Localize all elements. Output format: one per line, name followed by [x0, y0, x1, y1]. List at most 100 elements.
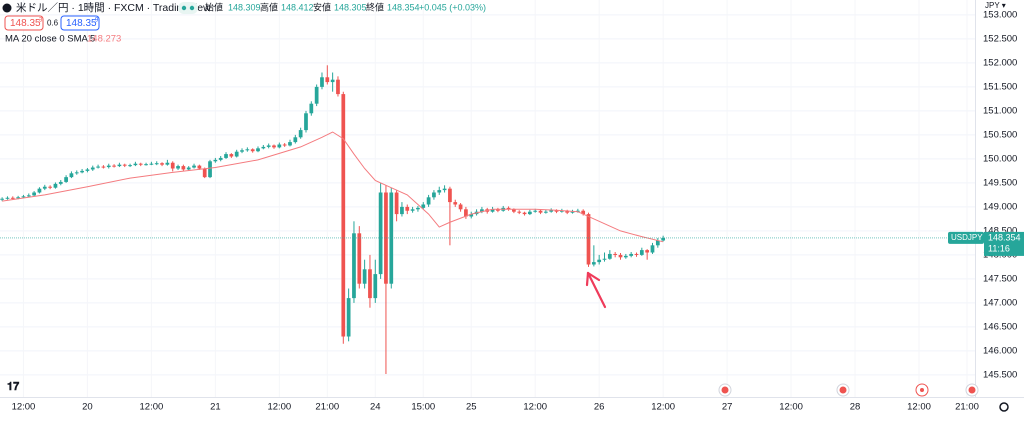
candle-body: [256, 148, 260, 152]
candle-body: [277, 144, 282, 148]
close-value: 148.354: [387, 2, 420, 12]
y-tick-label: 147.500: [983, 273, 1017, 284]
tv-logo[interactable]: 𝟏𝟕: [7, 381, 20, 393]
candle-body: [528, 211, 532, 215]
candle-body: [325, 77, 330, 83]
candle-body: [74, 172, 79, 174]
y-tick-label: 149.000: [983, 201, 1017, 212]
x-tick-label: 21:00: [955, 402, 979, 413]
candle-body: [224, 154, 228, 158]
y-tick-label: 150.000: [983, 153, 1017, 164]
x-tick-label: 12:00: [140, 402, 164, 413]
candle-body: [154, 163, 159, 165]
candle-body: [330, 79, 335, 83]
status-dot: [189, 5, 195, 11]
candle-body: [549, 210, 554, 212]
candle-body: [64, 177, 68, 182]
candle-body: [133, 163, 138, 166]
candle-body: [453, 202, 458, 205]
candle-body: [298, 130, 303, 138]
candle-body: [341, 94, 346, 337]
candle-body: [458, 204, 463, 210]
x-tick-label: 28: [850, 402, 861, 413]
candle-body: [405, 206, 410, 211]
bid-box[interactable]: [4, 15, 44, 31]
candle-body: [426, 197, 431, 205]
candle-body: [42, 186, 47, 189]
candle-body: [314, 86, 319, 104]
y-tick-label: 145.500: [983, 369, 1017, 380]
y-tick-label: 150.500: [983, 129, 1017, 140]
candle-body: [645, 250, 650, 253]
candle-body: [480, 209, 484, 212]
candle-body: [469, 214, 474, 217]
candle-body: [613, 253, 618, 255]
candle-body: [368, 269, 372, 299]
ma-legend: MA 20 close 0 SMA 5: [5, 34, 95, 45]
candle-body: [165, 162, 170, 165]
x-tick-label: 12:00: [907, 402, 931, 413]
bid: 148.35: [10, 18, 41, 29]
candle-body: [309, 103, 314, 114]
candle-body: [282, 144, 287, 146]
candle-body: [176, 166, 180, 169]
x-tick-label: 15:00: [411, 402, 435, 413]
candle-body: [181, 166, 186, 170]
grid: [0, 14, 975, 376]
event-icons: [718, 383, 979, 397]
candle-body: [261, 146, 266, 149]
candle-body: [538, 210, 543, 213]
currency[interactable]: JPY ▾: [985, 1, 1006, 10]
y-tick-label: 149.500: [983, 177, 1017, 188]
event-flag: [839, 386, 847, 394]
candle-body: [138, 163, 143, 165]
candle-body: [5, 197, 10, 199]
x-tick-label: 12:00: [12, 402, 36, 413]
event-flag: [920, 388, 924, 392]
candle-body: [591, 262, 596, 265]
candle-body: [533, 210, 538, 212]
candle-body: [26, 195, 31, 197]
candle-body: [506, 207, 511, 210]
low-value: 148.305: [334, 2, 367, 12]
y-tick-label: 151.500: [983, 81, 1017, 92]
y-tick-label: 152.500: [983, 33, 1017, 44]
candle-body: [597, 259, 602, 263]
candle-body: [149, 163, 154, 165]
candle-body: [512, 209, 516, 212]
high-label: 高値: [260, 1, 278, 12]
ask-box[interactable]: [60, 15, 100, 31]
candle-body: [496, 209, 500, 211]
candle-body: [490, 209, 495, 212]
candle-body: [655, 240, 660, 246]
candle-body: [623, 255, 628, 258]
spread: 0.6: [47, 19, 59, 28]
candle-body: [186, 167, 191, 170]
candle-body: [197, 165, 202, 169]
candle-body: [517, 211, 522, 213]
x-tick-label: 26: [594, 402, 605, 413]
candle-body: [378, 192, 383, 275]
candle-body: [618, 254, 623, 258]
status-dot: [181, 5, 187, 11]
y-tick-label: 151.000: [983, 105, 1017, 116]
symbol-info[interactable]: 米ドル／円 · 1時間 · FXCM · TradingView: [16, 1, 211, 14]
x-tick-label: 27: [722, 402, 733, 413]
candle-body: [442, 188, 447, 191]
symbol-tag: USDJPY: [951, 233, 983, 242]
candle-body: [629, 253, 634, 256]
x-tick-label: 12:00: [267, 402, 291, 413]
candle-body: [0, 198, 4, 200]
settings-icon[interactable]: [999, 402, 1009, 412]
candle-body: [362, 269, 367, 284]
candle-body: [240, 150, 244, 152]
candle-body: [581, 210, 586, 215]
candle-body: [90, 167, 95, 170]
candle-body: [602, 258, 607, 260]
candle-body: [213, 159, 218, 162]
candle-body: [565, 210, 570, 213]
candle-body: [208, 161, 212, 178]
candle-body: [245, 149, 250, 151]
candle-body: [650, 245, 655, 253]
